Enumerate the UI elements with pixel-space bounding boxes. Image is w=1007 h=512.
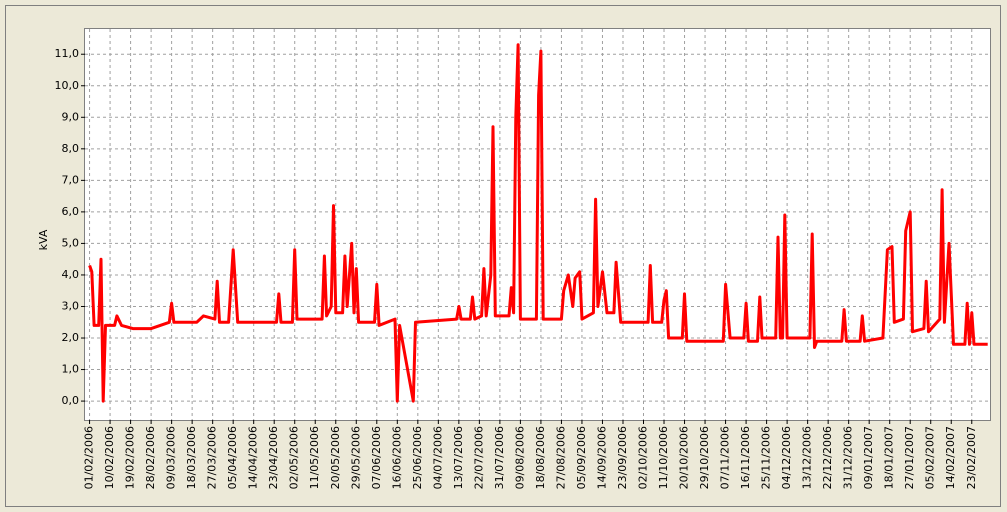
y-tick-label: 9,0	[62, 110, 80, 123]
y-tick-label: 10,0	[55, 79, 80, 92]
x-tick-label: 05/04/2006	[226, 426, 239, 489]
x-tick-label: 14/02/2007	[944, 426, 957, 489]
x-tick-label: 09/08/2006	[513, 426, 526, 489]
y-tick-label: 5,0	[62, 236, 80, 249]
x-tick-label: 23/02/2007	[965, 426, 978, 489]
x-tick-label: 20/05/2006	[329, 426, 342, 489]
x-tick-label: 18/03/2006	[185, 426, 198, 489]
x-tick-label: 09/03/2006	[165, 426, 178, 489]
x-tick-label: 05/02/2007	[924, 426, 937, 489]
y-tick-label: 6,0	[62, 205, 80, 218]
x-tick-label: 27/01/2007	[903, 426, 916, 489]
y-tick-label: 0,0	[62, 394, 80, 407]
x-tick-label: 22/12/2006	[821, 426, 834, 489]
line	[88, 43, 988, 403]
y-tick-label: 3,0	[62, 299, 80, 312]
y-tick-label: 11,0	[55, 47, 80, 60]
x-tick-label: 04/12/2006	[780, 426, 793, 489]
y-tick-label: 4,0	[62, 268, 80, 281]
x-tick-label: 09/01/2007	[862, 426, 875, 489]
x-tick-label: 31/12/2006	[842, 426, 855, 489]
x-tick-label: 13/12/2006	[801, 426, 814, 489]
y-tick-label: 8,0	[62, 142, 80, 155]
x-tick-label: 27/08/2006	[554, 426, 567, 489]
x-tick-label: 28/02/2006	[144, 426, 157, 489]
x-tick-label: 16/11/2006	[739, 426, 752, 489]
x-tick-label: 20/10/2006	[678, 426, 691, 489]
x-tick-label: 07/11/2006	[719, 426, 732, 489]
x-tick-label: 22/07/2006	[472, 426, 485, 489]
x-tick-label: 14/04/2006	[247, 426, 260, 489]
x-tick-label: 05/09/2006	[575, 426, 588, 489]
y-tick-label: 1,0	[62, 363, 80, 376]
x-tick-label: 25/11/2006	[760, 426, 773, 489]
x-tick-label: 27/03/2006	[206, 426, 219, 489]
x-tick-label: 25/06/2006	[411, 426, 424, 489]
x-tick-label: 14/09/2006	[595, 426, 608, 489]
x-tick-label: 16/06/2006	[390, 426, 403, 489]
x-tick-label: 11/10/2006	[657, 426, 670, 489]
x-tick-label: 11/05/2006	[308, 426, 321, 489]
x-tick-label: 02/10/2006	[637, 426, 650, 489]
x-tick-label: 10/02/2006	[103, 426, 116, 489]
x-tick-label: 04/07/2006	[431, 426, 444, 489]
x-tick-label: 29/10/2006	[698, 426, 711, 489]
x-tick-label: 07/06/2006	[370, 426, 383, 489]
y-tick-label: 7,0	[62, 173, 80, 186]
x-tick-label: 18/08/2006	[534, 426, 547, 489]
x-tick-label: 29/05/2006	[349, 426, 362, 489]
x-tick-label: 13/07/2006	[452, 426, 465, 489]
y-tick-label: 2,0	[62, 331, 80, 344]
y-axis-label: kVA	[37, 229, 50, 250]
x-tick-label: 19/02/2006	[124, 426, 137, 489]
x-tick-label: 01/02/2006	[83, 426, 96, 489]
x-tick-label: 18/01/2007	[883, 426, 896, 489]
x-tick-label: 23/09/2006	[616, 426, 629, 489]
x-tick-label: 31/07/2006	[493, 426, 506, 489]
x-tick-label: 23/04/2006	[267, 426, 280, 489]
x-tick-label: 02/05/2006	[288, 426, 301, 489]
